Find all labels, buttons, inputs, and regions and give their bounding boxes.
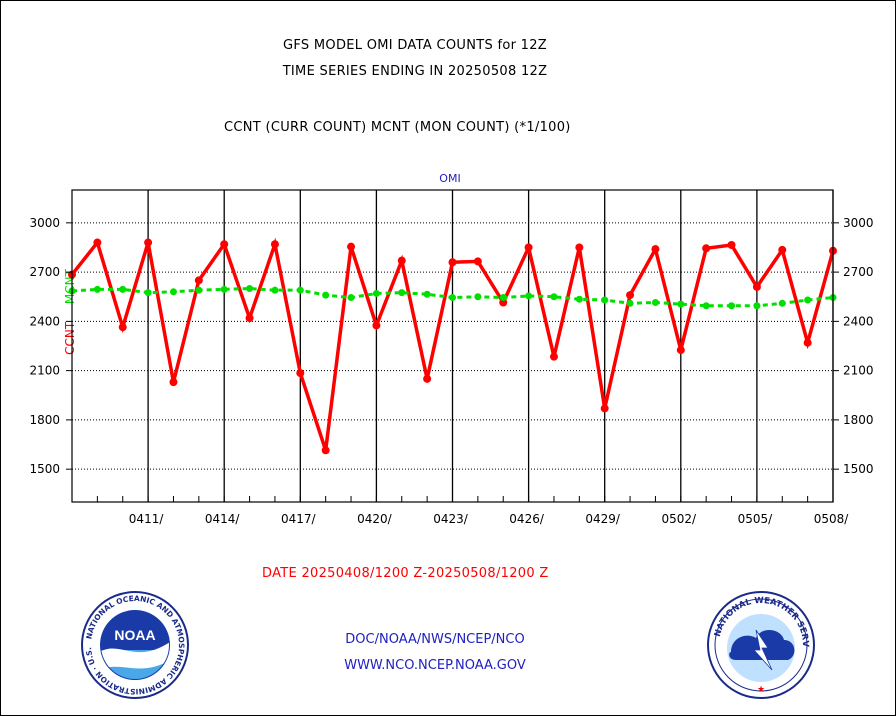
point-mcnt bbox=[474, 293, 482, 301]
y-tick-label-left: 2700 bbox=[29, 265, 60, 279]
y-tick-label-right: 1800 bbox=[843, 413, 874, 427]
point-mcnt bbox=[296, 286, 304, 294]
point-ccnt bbox=[549, 352, 558, 361]
point-mcnt bbox=[398, 289, 406, 297]
point-mcnt bbox=[372, 289, 380, 297]
footer-line1: DOC/NOAA/NWS/NCEP/NCO bbox=[345, 632, 525, 647]
x-tick-label: 0429/ bbox=[585, 512, 621, 526]
point-ccnt bbox=[270, 240, 279, 249]
point-mcnt bbox=[677, 300, 685, 308]
point-ccnt bbox=[727, 241, 736, 250]
point-ccnt bbox=[778, 245, 787, 254]
point-mcnt bbox=[169, 288, 177, 296]
point-ccnt bbox=[397, 256, 406, 265]
point-mcnt bbox=[525, 292, 533, 300]
x-tick-label: 0423/ bbox=[433, 512, 469, 526]
chart-title-line1: GFS MODEL OMI DATA COUNTS for 12Z bbox=[282, 38, 548, 53]
y-tick-label-right: 2700 bbox=[843, 265, 874, 279]
y-tick-label-left: 2100 bbox=[29, 364, 60, 378]
point-mcnt bbox=[651, 298, 659, 306]
y-tick-label-left: 2400 bbox=[29, 314, 60, 328]
y-tick-label-right: 2400 bbox=[843, 314, 874, 328]
point-ccnt bbox=[144, 238, 153, 247]
x-tick-label: 0426/ bbox=[509, 512, 545, 526]
y-tick-label-left: 3000 bbox=[29, 216, 60, 230]
point-ccnt bbox=[676, 346, 685, 355]
noaa-logo: NATIONAL OCEANIC AND ATMOSPHERIC ADMINIS… bbox=[80, 590, 189, 699]
point-ccnt bbox=[296, 369, 305, 378]
point-ccnt bbox=[575, 243, 584, 252]
y-tick-label-right: 2100 bbox=[843, 364, 874, 378]
point-mcnt bbox=[753, 302, 761, 310]
point-mcnt bbox=[271, 286, 279, 294]
point-ccnt bbox=[194, 276, 203, 285]
point-mcnt bbox=[702, 302, 710, 310]
point-ccnt bbox=[752, 282, 761, 291]
point-ccnt bbox=[93, 238, 102, 247]
chart-grid bbox=[72, 190, 834, 502]
x-tick-label: 0502/ bbox=[662, 512, 698, 526]
chart-subtitle: CCNT (CURR COUNT) MCNT (MON COUNT) (*1/1… bbox=[224, 120, 571, 135]
point-mcnt bbox=[778, 299, 786, 307]
plot-frame bbox=[71, 189, 834, 503]
noaa-logo-text: NOAA bbox=[114, 627, 155, 643]
point-ccnt bbox=[803, 338, 812, 347]
x-tick-label: 0414/ bbox=[205, 512, 241, 526]
point-ccnt bbox=[651, 245, 660, 254]
y-tick-label-right: 3000 bbox=[843, 216, 874, 230]
point-mcnt bbox=[626, 299, 634, 307]
point-mcnt bbox=[449, 294, 456, 302]
point-mcnt bbox=[550, 293, 558, 301]
point-ccnt bbox=[499, 298, 508, 307]
point-ccnt bbox=[626, 291, 635, 300]
point-mcnt bbox=[93, 285, 101, 293]
x-tick-label: 0505/ bbox=[738, 512, 774, 526]
x-tick-label: 0420/ bbox=[357, 512, 393, 526]
chart-marks bbox=[68, 237, 837, 455]
chart-title-line2: TIME SERIES ENDING IN 20250508 12Z bbox=[282, 64, 548, 79]
y-tick-label-left: 1500 bbox=[29, 462, 60, 476]
point-ccnt bbox=[347, 242, 356, 251]
panel-label: OMI bbox=[439, 172, 461, 185]
point-mcnt bbox=[575, 295, 583, 303]
point-mcnt bbox=[322, 291, 330, 299]
point-ccnt bbox=[118, 323, 127, 332]
point-ccnt bbox=[245, 314, 254, 323]
point-mcnt bbox=[246, 285, 254, 293]
svg-text:★: ★ bbox=[757, 685, 765, 695]
point-ccnt bbox=[473, 257, 482, 266]
chart-axes: 1500 1500 1800 1800 2100 2100 2400 2400 2700 2700… bbox=[29, 189, 874, 526]
nws-logo: NATIONAL WEATHER SERVICE ★ bbox=[706, 590, 815, 699]
x-tick-label: 0417/ bbox=[281, 512, 317, 526]
point-mcnt bbox=[601, 296, 609, 304]
point-ccnt bbox=[702, 244, 711, 253]
point-ccnt bbox=[220, 240, 229, 249]
date-range-label: DATE 20250408/1200 Z-20250508/1200 Z bbox=[262, 566, 549, 581]
point-mcnt bbox=[423, 290, 431, 298]
point-ccnt bbox=[169, 378, 178, 387]
y-tick-label-right: 1500 bbox=[843, 462, 874, 476]
y-tick-label-left: 1800 bbox=[29, 413, 60, 427]
footer-line2: WWW.NCO.NCEP.NOAA.GOV bbox=[344, 658, 526, 673]
point-mcnt bbox=[347, 294, 355, 302]
point-ccnt bbox=[423, 374, 432, 383]
x-tick-label: 0411/ bbox=[129, 512, 165, 526]
point-ccnt bbox=[448, 258, 457, 267]
point-mcnt bbox=[144, 289, 152, 297]
point-ccnt bbox=[524, 243, 533, 252]
point-mcnt bbox=[220, 285, 228, 293]
x-tick-label: 0508/ bbox=[814, 512, 850, 526]
point-ccnt bbox=[321, 446, 330, 455]
point-mcnt bbox=[499, 294, 507, 302]
point-mcnt bbox=[119, 285, 127, 293]
point-mcnt bbox=[195, 286, 203, 294]
point-ccnt bbox=[600, 404, 609, 413]
point-mcnt bbox=[804, 296, 812, 304]
point-ccnt bbox=[372, 321, 381, 330]
point-mcnt bbox=[728, 302, 736, 310]
